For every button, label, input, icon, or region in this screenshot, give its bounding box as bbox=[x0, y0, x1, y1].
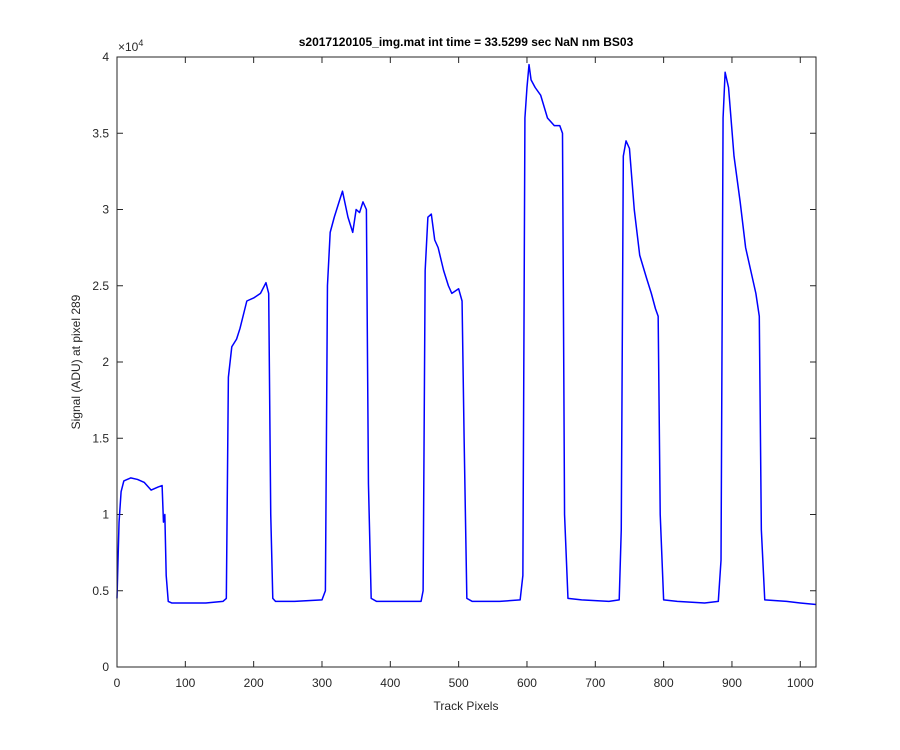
y-tick-label: 3 bbox=[102, 203, 109, 217]
x-tick-label: 300 bbox=[312, 676, 332, 690]
y-tick-label: 2.5 bbox=[92, 279, 109, 293]
y-tick-label: 4 bbox=[102, 50, 109, 64]
x-tick-label: 900 bbox=[722, 676, 742, 690]
x-tick-label: 700 bbox=[585, 676, 605, 690]
x-tick-label: 0 bbox=[114, 676, 121, 690]
x-tick-label: 100 bbox=[175, 676, 195, 690]
x-tick-label: 600 bbox=[517, 676, 537, 690]
y-tick-label: 1 bbox=[102, 508, 109, 522]
y-tick-label: 0 bbox=[102, 660, 109, 674]
x-tick-label: 800 bbox=[654, 676, 674, 690]
y-axis-label: Signal (ADU) at pixel 289 bbox=[69, 294, 83, 429]
plot-frame bbox=[116, 56, 817, 668]
x-tick-label: 1000 bbox=[787, 676, 814, 690]
y-multiplier-base: ×10 bbox=[118, 40, 139, 54]
y-tick-label: 0.5 bbox=[92, 584, 109, 598]
x-tick-label: 400 bbox=[380, 676, 400, 690]
y-tick-label: 1.5 bbox=[92, 431, 109, 445]
y-tick-label: 3.5 bbox=[92, 126, 109, 140]
x-tick-label: 500 bbox=[449, 676, 469, 690]
x-axis-label: Track Pixels bbox=[434, 699, 499, 713]
x-tick-label: 200 bbox=[244, 676, 264, 690]
y-tick-label: 2 bbox=[102, 355, 109, 369]
y-multiplier-exponent: 4 bbox=[138, 38, 143, 48]
signal-line bbox=[116, 63, 817, 606]
chart-title: s2017120105_img.mat int time = 33.5299 s… bbox=[299, 35, 634, 49]
y-multiplier: ×104 bbox=[118, 38, 143, 54]
